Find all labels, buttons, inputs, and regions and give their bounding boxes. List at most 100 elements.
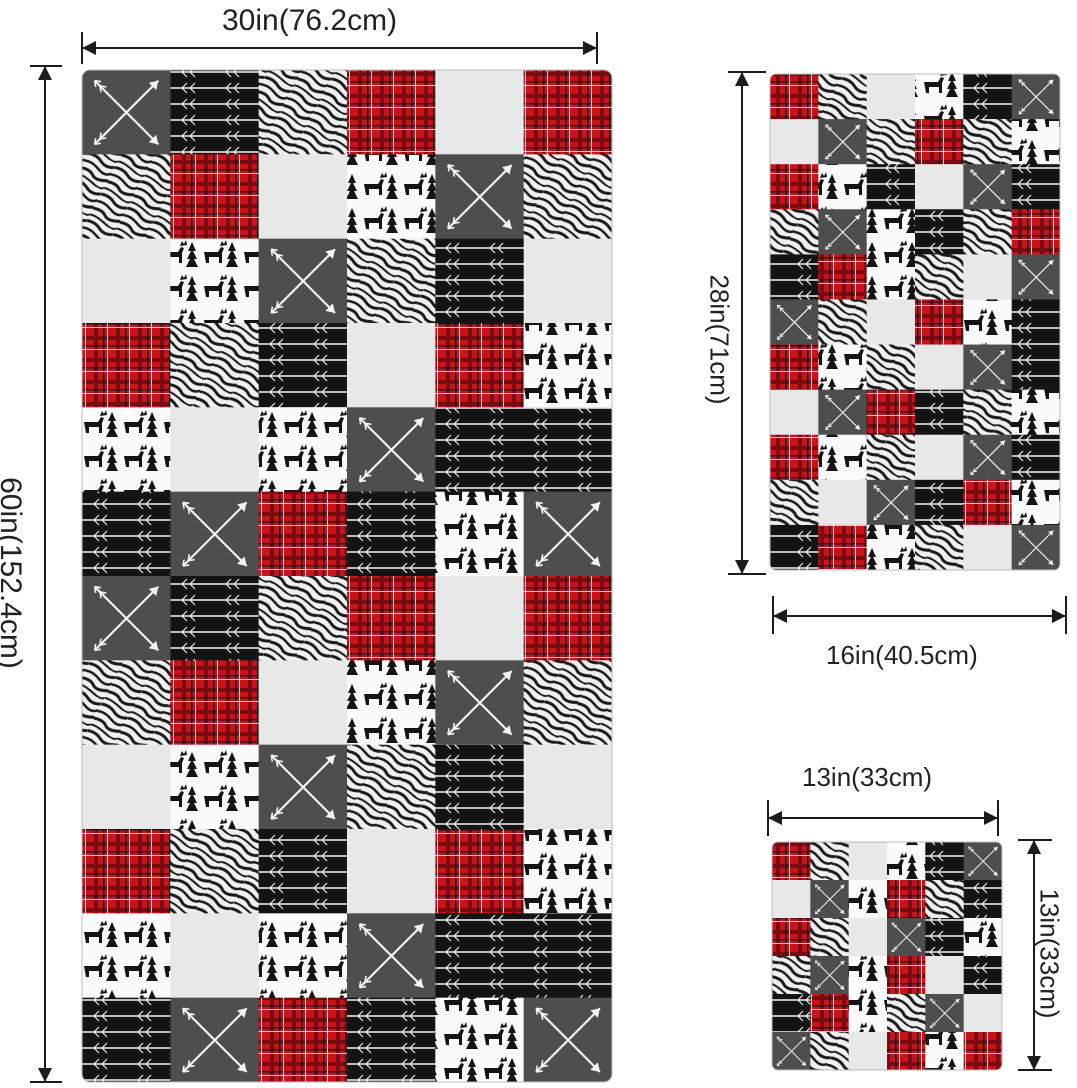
- patch-tile: [435, 323, 525, 408]
- patch-tile: [347, 154, 436, 240]
- patch-tile: [258, 576, 348, 661]
- patch-tile: [866, 254, 916, 301]
- patch-tile: [435, 407, 525, 493]
- patch-tile: [818, 434, 868, 481]
- patch-tile: [915, 524, 964, 570]
- patch-tile: [866, 434, 916, 481]
- patch-tile: [347, 238, 436, 324]
- patch-tile: [925, 842, 965, 881]
- patch-tile: [258, 154, 348, 240]
- patch-tile: [523, 238, 612, 324]
- patch-tile: [915, 254, 964, 301]
- hand-towel: [769, 73, 1061, 571]
- patch-tile: [866, 119, 916, 165]
- patch-tile: [848, 1032, 888, 1070]
- patch-tile: [170, 407, 260, 493]
- patch-tile: [347, 829, 436, 914]
- patch-tile: [963, 994, 1002, 1033]
- patch-tile: [866, 344, 916, 391]
- patch-tile: [887, 956, 926, 995]
- patch-tile: [1011, 344, 1060, 391]
- patch-tile: [82, 491, 171, 577]
- patch-tile: [1011, 299, 1060, 346]
- patch-tile: [887, 842, 926, 881]
- hand-width-label: 16in(40.5cm): [826, 640, 978, 670]
- patch-tile: [915, 119, 964, 165]
- patch-tile: [887, 994, 926, 1033]
- patch-tile: [915, 209, 964, 255]
- patch-tile: [963, 119, 1013, 165]
- patch-tile: [523, 744, 612, 830]
- patch-tile: [523, 154, 612, 240]
- patch-tile: [170, 660, 260, 746]
- bath-towel: [81, 69, 613, 1083]
- patch-tile: [82, 913, 171, 999]
- patch-tile: [963, 209, 1013, 255]
- patch-tile: [347, 744, 436, 830]
- patch-tile: [925, 880, 965, 919]
- patch-tile: [435, 576, 525, 661]
- patch-tile: [82, 660, 171, 746]
- patch-tile: [818, 524, 868, 570]
- patch-tile: [1011, 479, 1060, 526]
- patch-tile: [770, 119, 819, 165]
- patch-tile: [915, 74, 964, 120]
- patch-tile: [848, 880, 888, 919]
- patch-tile: [347, 491, 436, 577]
- patch-tile: [770, 74, 819, 120]
- patch-tile: [347, 70, 436, 155]
- patch-tile: [1011, 164, 1060, 210]
- patch-tile: [925, 956, 965, 995]
- bath-width-label: 30in(76.2cm): [222, 4, 398, 37]
- patch-tile: [435, 238, 525, 324]
- patch-tile: [915, 299, 964, 346]
- patch-tile: [258, 70, 348, 155]
- patch-tile: [810, 918, 850, 957]
- patch-tile: [1011, 209, 1060, 255]
- patch-tile: [925, 918, 965, 957]
- patch-tile: [170, 238, 260, 324]
- patch-tile: [770, 164, 819, 210]
- patch-tile: [772, 918, 811, 957]
- patch-tile: [963, 956, 1002, 995]
- patch-tile: [258, 491, 348, 577]
- patch-tile: [770, 254, 819, 301]
- patch-tile: [848, 842, 888, 881]
- patch-tile: [435, 829, 525, 914]
- patch-tile: [887, 880, 926, 919]
- patch-tile: [170, 154, 260, 240]
- patch-tile: [866, 164, 916, 210]
- patch-tile: [258, 997, 348, 1082]
- patch-tile: [915, 434, 964, 481]
- patch-tile: [770, 524, 819, 570]
- patch-tile: [347, 323, 436, 408]
- patch-tile: [848, 994, 888, 1033]
- patch-tile: [82, 407, 171, 493]
- patch-tile: [170, 323, 260, 408]
- patch-tile: [866, 299, 916, 346]
- patch-tile: [347, 576, 436, 661]
- patch-tile: [770, 344, 819, 391]
- patch-tile: [818, 344, 868, 391]
- patch-tile: [963, 918, 1002, 957]
- patch-tile: [258, 323, 348, 408]
- patch-tile: [818, 479, 868, 526]
- wash-cloth: [771, 841, 1003, 1071]
- patch-tile: [770, 389, 819, 436]
- patch-tile: [866, 524, 916, 570]
- patch-tile: [435, 744, 525, 830]
- patch-tile: [523, 913, 612, 999]
- patch-tile: [887, 1032, 926, 1070]
- patch-tile: [810, 1032, 850, 1070]
- patch-tile: [170, 70, 260, 155]
- patch-tile: [866, 209, 916, 255]
- patch-tile: [818, 254, 868, 301]
- patch-tile: [1011, 434, 1060, 481]
- patch-tile: [866, 74, 916, 120]
- patch-tile: [258, 660, 348, 746]
- patch-tile: [523, 829, 612, 914]
- hand-height-label: 28in(71cm): [704, 274, 735, 405]
- patch-tile: [523, 323, 612, 408]
- patch-tile: [925, 1032, 965, 1070]
